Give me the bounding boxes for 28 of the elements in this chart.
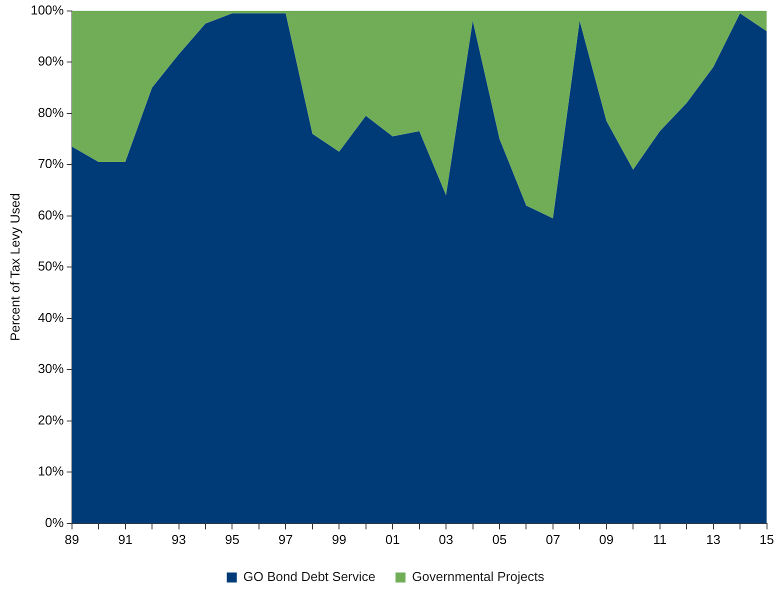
legend-label: Governmental Projects <box>412 569 545 584</box>
x-tick-label: 13 <box>706 532 721 547</box>
y-tick-label: 20% <box>38 412 64 428</box>
y-tick-label: 0% <box>45 514 64 530</box>
x-tick-label: 09 <box>599 532 614 547</box>
legend-label: GO Bond Debt Service <box>243 569 376 584</box>
y-tick-label: 70% <box>38 156 64 172</box>
x-tick-label: 91 <box>118 532 133 547</box>
x-tick-label: 01 <box>385 532 400 547</box>
y-tick-label: 100% <box>30 2 64 18</box>
x-tick-label: 97 <box>278 532 293 547</box>
y-tick-label: 90% <box>38 54 64 69</box>
x-tick-label: 99 <box>332 532 346 547</box>
y-tick-label: 60% <box>38 207 64 222</box>
x-tick-label: 93 <box>172 532 186 547</box>
x-tick-label: 05 <box>492 532 507 547</box>
y-tick-label: 80% <box>38 104 64 120</box>
y-tick-label: 30% <box>38 361 64 376</box>
x-tick-label: 89 <box>64 532 80 547</box>
y-tick-label: 50% <box>38 258 64 274</box>
y-tick-label: 10% <box>38 464 64 479</box>
y-tick-label: 40% <box>38 310 64 325</box>
y-axis-title: Percent of Tax Levy Used <box>7 193 22 342</box>
x-tick-label: 15 <box>760 532 774 547</box>
x-tick-label: 11 <box>653 532 667 547</box>
x-tick-label: 03 <box>438 532 454 547</box>
x-tick-label: 07 <box>546 532 560 547</box>
x-tick-label: 95 <box>224 532 240 547</box>
